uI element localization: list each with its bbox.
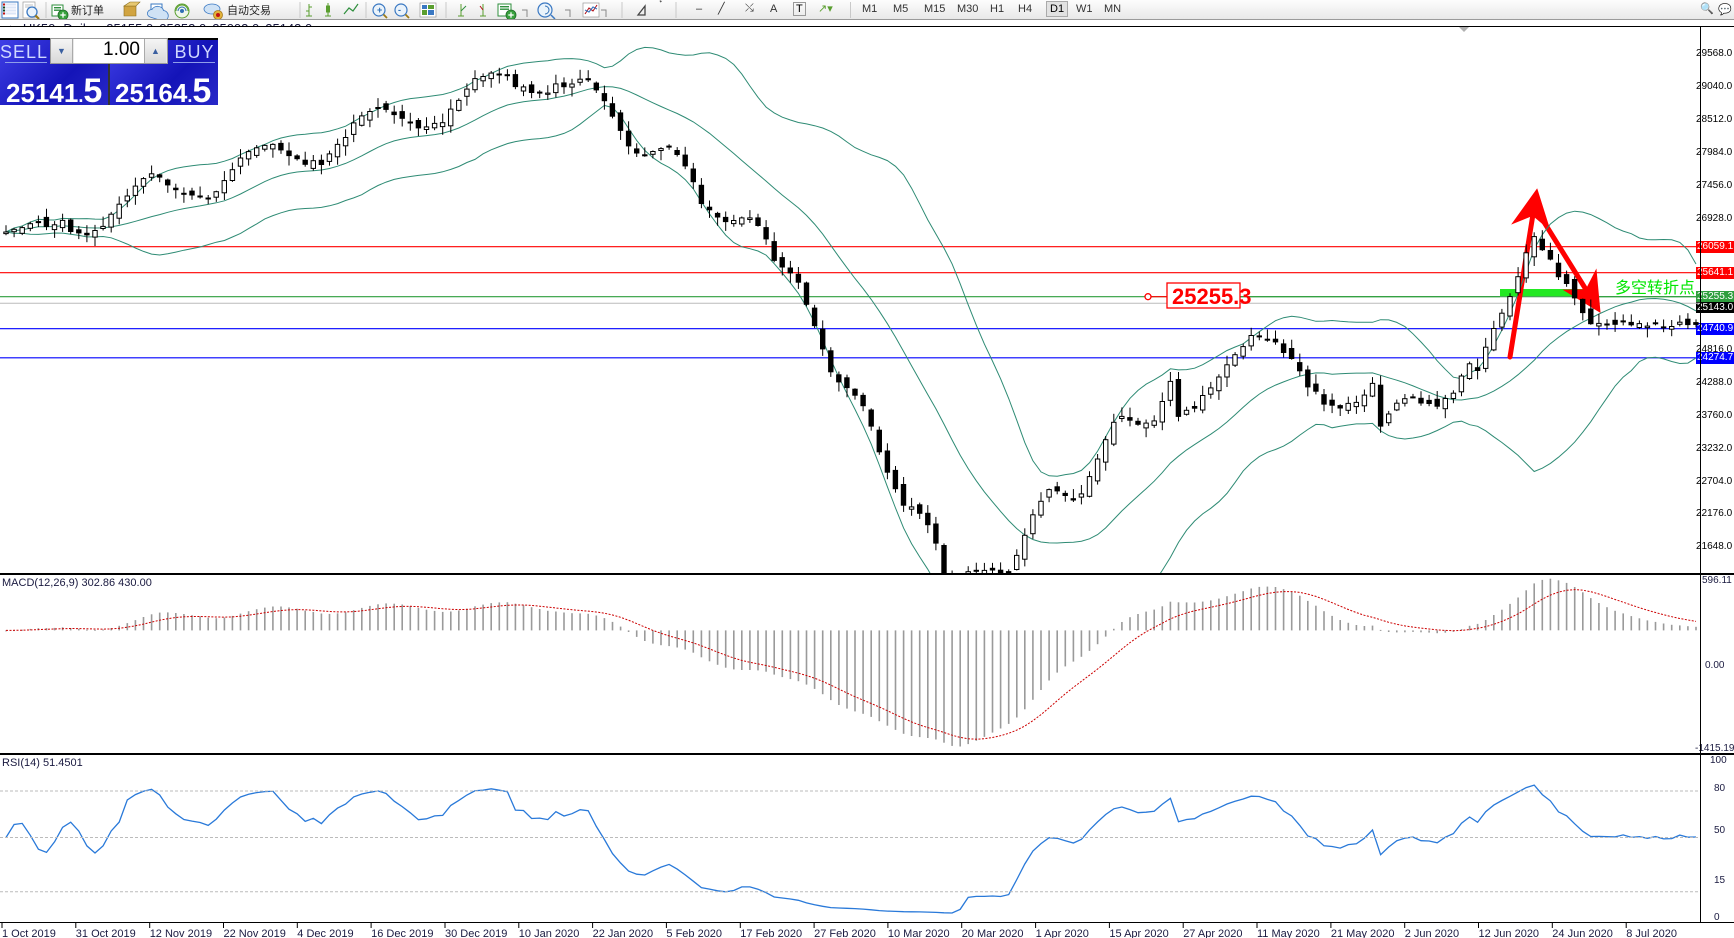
svg-text:自动交易: 自动交易 [227,3,271,17]
svg-text:25255.3: 25255.3 [1172,284,1252,309]
svg-text:多空转折点: 多空转折点 [1615,279,1695,297]
svg-text:新订单: 新订单 [71,3,104,17]
svg-text:↕: ↕ [658,0,664,5]
svg-text:-: - [398,5,401,15]
svg-text:+: + [377,5,382,15]
